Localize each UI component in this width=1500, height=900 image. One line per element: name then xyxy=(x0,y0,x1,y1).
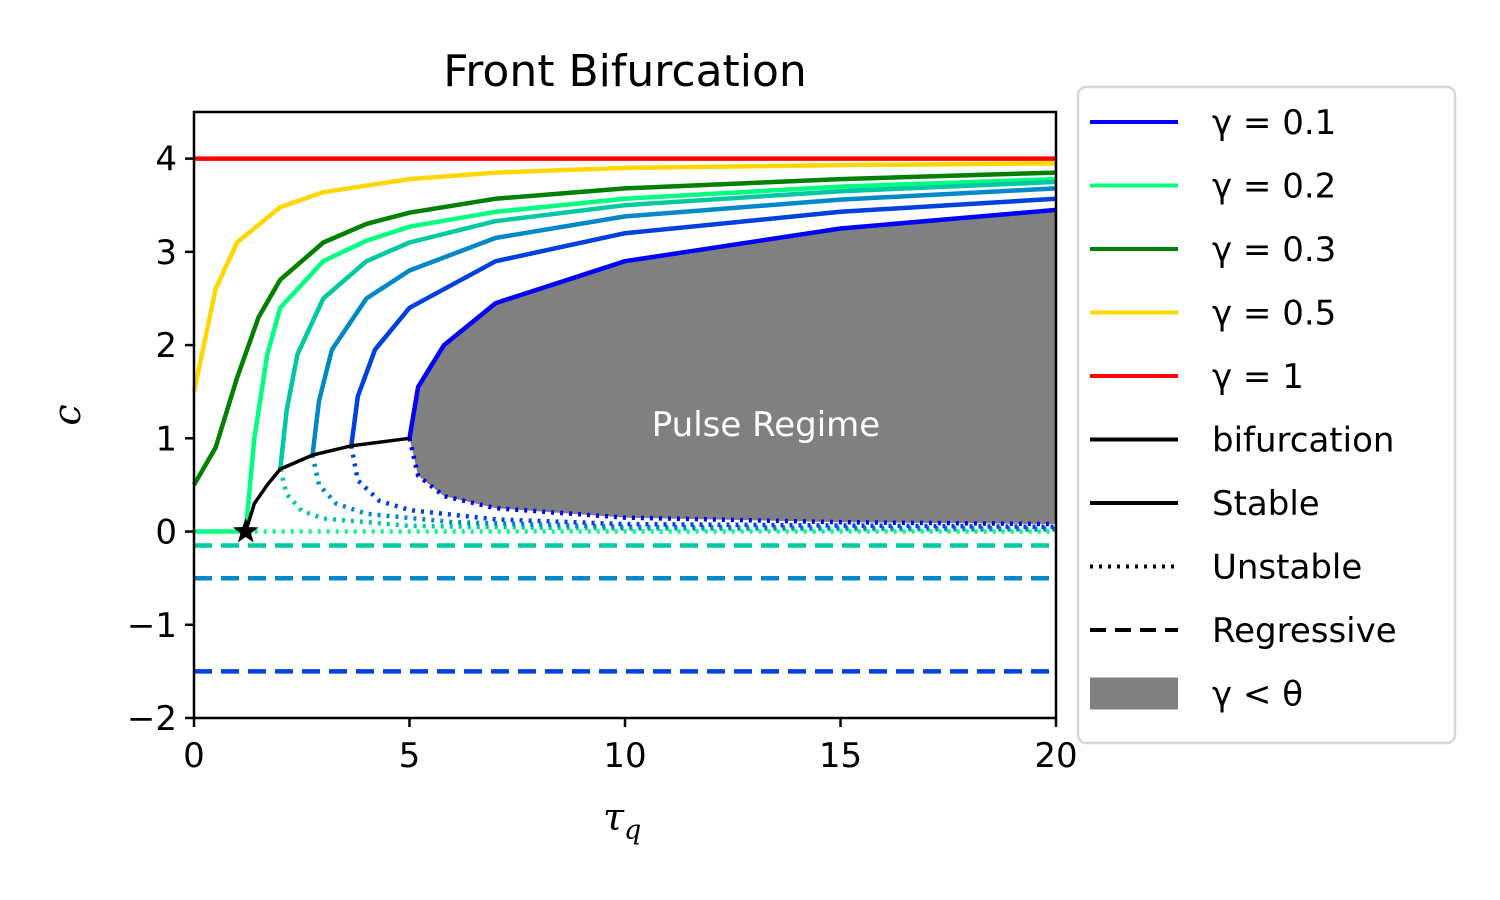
legend-label: Stable xyxy=(1212,484,1320,524)
y-tick-label: 3 xyxy=(155,233,177,273)
series-line-6 xyxy=(277,179,1057,470)
legend-item: γ = 0.3 xyxy=(1090,230,1336,270)
series-line-17 xyxy=(244,436,410,533)
series-line-3 xyxy=(243,176,1057,532)
chart-title: Front Bifurcation xyxy=(443,46,807,97)
legend-item: γ = 0.5 xyxy=(1090,294,1336,334)
series-line-2 xyxy=(192,170,1057,487)
x-axis: 0 5 10 15 20 xyxy=(183,718,1078,776)
series-line-12 xyxy=(349,196,1057,447)
x-tick-label: 15 xyxy=(819,736,862,776)
series-line-15 xyxy=(407,207,1057,439)
legend-label: γ < θ xyxy=(1212,675,1303,715)
y-tick-label: 1 xyxy=(155,419,177,459)
y-axis: −2 −1 0 1 2 3 4 xyxy=(127,140,194,739)
y-tick-label: 2 xyxy=(155,326,177,366)
legend-label: Unstable xyxy=(1212,548,1362,588)
x-axis-label: τq xyxy=(603,795,641,846)
legend-item: γ < θ xyxy=(1090,675,1303,715)
x-axis-label-main: τ xyxy=(603,795,625,839)
legend-item: Unstable xyxy=(1090,548,1362,588)
x-tick-label: 5 xyxy=(399,736,421,776)
y-tick-label: 4 xyxy=(155,140,177,180)
legend-item: bifurcation xyxy=(1090,421,1394,461)
pulse-regime-label: Pulse Regime xyxy=(652,405,880,445)
legend-label: Regressive xyxy=(1212,611,1397,651)
x-tick-label: 20 xyxy=(1034,736,1077,776)
series-line-9 xyxy=(310,186,1057,456)
y-tick-label: −1 xyxy=(127,606,177,646)
bifurcation-star-marker xyxy=(232,518,259,543)
plot-area xyxy=(191,156,1057,674)
legend-item: γ = 1 xyxy=(1090,357,1304,397)
y-tick-label: 0 xyxy=(155,513,177,553)
legend-item: Regressive xyxy=(1090,611,1397,651)
legend-label: γ = 0.3 xyxy=(1212,230,1336,270)
x-axis-label-subscript: q xyxy=(624,815,641,846)
legend-label: γ = 0.5 xyxy=(1212,294,1336,334)
y-tick-label: −2 xyxy=(127,699,177,739)
series-line-1 xyxy=(191,161,1057,393)
legend-label: bifurcation xyxy=(1212,421,1394,461)
legend-item: γ = 0.2 xyxy=(1090,167,1336,207)
series-line-16 xyxy=(407,437,1057,527)
legend-item: Stable xyxy=(1090,484,1320,524)
legend: γ = 0.1 γ = 0.2 γ = 0.3 γ = 0.5 γ = 1 bifurca… xyxy=(1076,85,1457,745)
y-axis-label: c xyxy=(45,404,89,425)
x-tick-label: 10 xyxy=(603,736,646,776)
legend-symbol xyxy=(1090,677,1178,710)
legend-label: γ = 0.1 xyxy=(1212,103,1336,143)
x-tick-label: 0 xyxy=(183,736,205,776)
legend-label: γ = 1 xyxy=(1212,357,1304,397)
pulse-regime-region xyxy=(409,209,1056,525)
legend-item: γ = 0.1 xyxy=(1090,103,1336,143)
legend-label: γ = 0.2 xyxy=(1212,167,1336,207)
